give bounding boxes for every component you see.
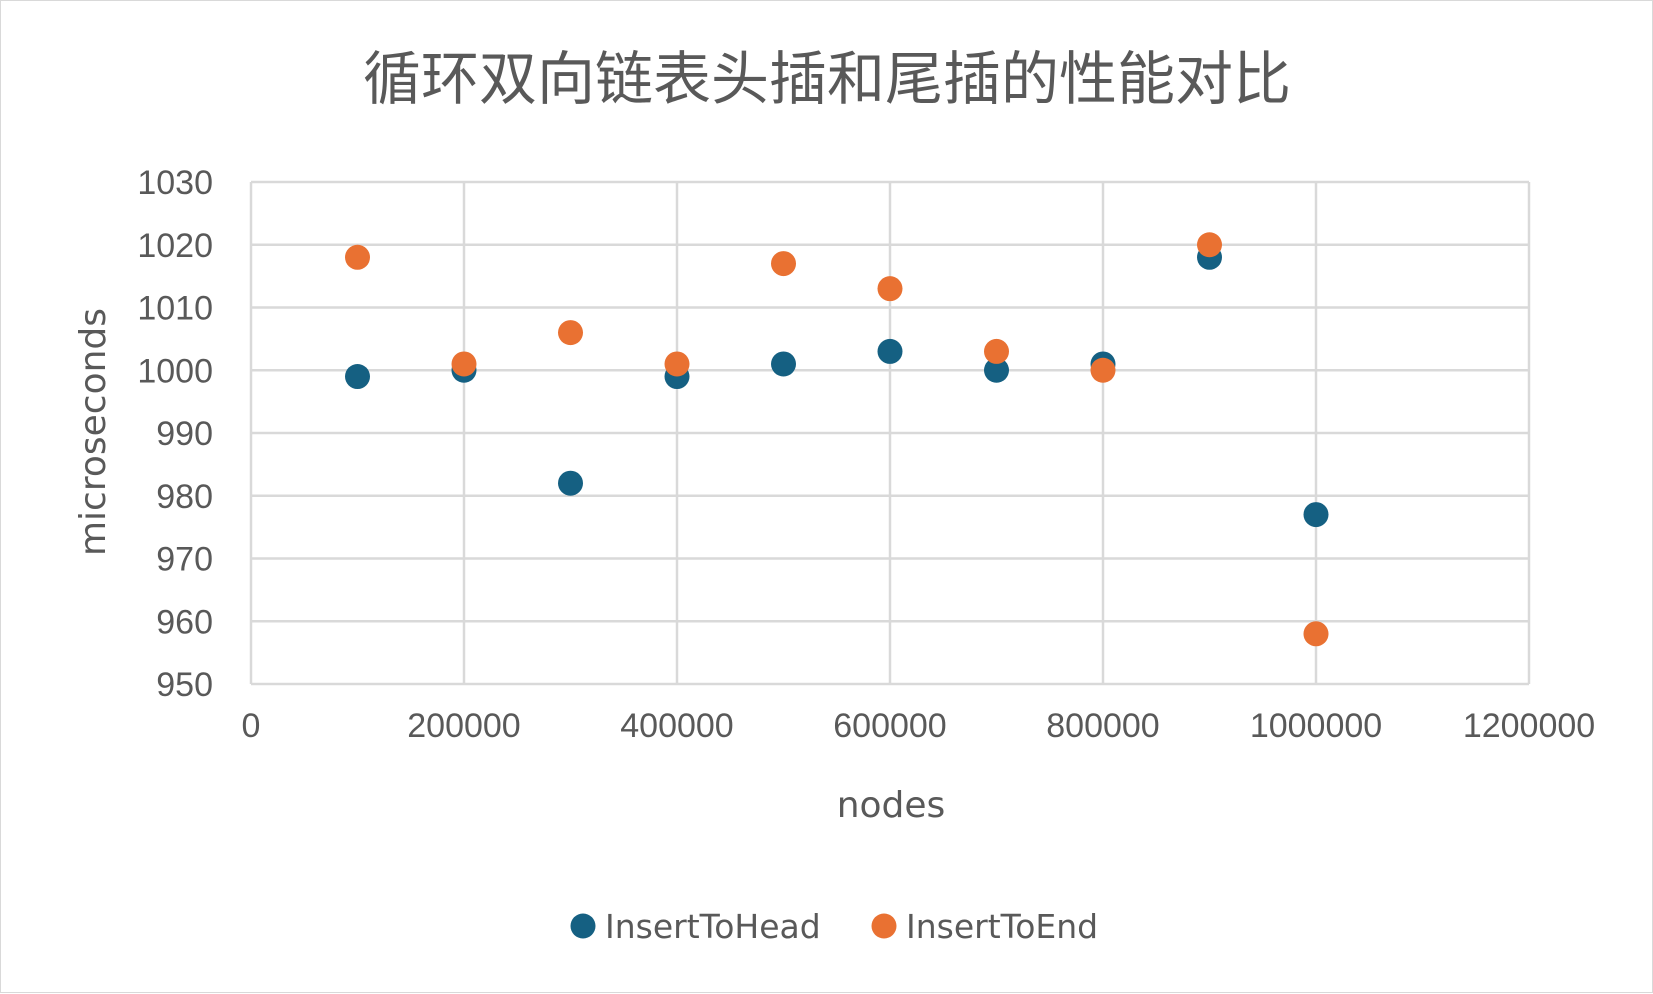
- y-axis-title: microseconds: [73, 308, 114, 556]
- legend-label-InsertToHead: InsertToHead: [605, 907, 821, 946]
- y-tick-label-2: 970: [156, 541, 213, 579]
- point-InsertToEnd-6: [984, 338, 1009, 364]
- grid-lines: [249, 180, 1531, 686]
- y-tick-label-0: 950: [156, 666, 213, 704]
- point-InsertToEnd-8: [1197, 232, 1222, 258]
- point-InsertToEnd-1: [451, 351, 477, 377]
- point-InsertToHead-0: [345, 364, 370, 390]
- x-tick-label-6: 1200000: [1463, 707, 1595, 745]
- point-InsertToEnd-3: [664, 351, 690, 377]
- point-InsertToHead-6: [984, 357, 1009, 383]
- legend-marker-InsertToHead: [570, 913, 596, 939]
- series-InsertToEnd: [345, 232, 1329, 647]
- series-InsertToHead: [345, 244, 1329, 528]
- point-InsertToEnd-7: [1090, 357, 1116, 383]
- x-tick-label-3: 600000: [833, 707, 946, 745]
- x-tick-label-5: 1000000: [1250, 707, 1382, 745]
- x-tick-label-1: 200000: [407, 707, 520, 745]
- chart-title: 循环双向链表头插和尾插的性能对比: [363, 45, 1291, 113]
- y-tick-label-3: 980: [156, 478, 213, 516]
- point-InsertToEnd-9: [1303, 621, 1329, 647]
- y-tick-label-1: 960: [156, 603, 213, 641]
- x-tick-label-0: 0: [242, 707, 261, 745]
- legend-item-InsertToHead: InsertToHead: [570, 907, 821, 946]
- point-InsertToHead-4: [771, 351, 796, 377]
- point-InsertToEnd-0: [345, 244, 370, 270]
- legend: InsertToHead InsertToEnd: [570, 907, 1098, 946]
- legend-label-InsertToEnd: InsertToEnd: [906, 907, 1098, 946]
- legend-marker-InsertToEnd: [871, 913, 897, 939]
- x-tick-label-4: 800000: [1046, 707, 1159, 745]
- point-InsertToHead-5: [877, 338, 903, 364]
- x-tick-label-2: 400000: [620, 707, 733, 745]
- point-InsertToHead-9: [1303, 502, 1329, 528]
- point-InsertToEnd-4: [771, 251, 796, 277]
- legend-item-InsertToEnd: InsertToEnd: [871, 907, 1098, 946]
- y-tick-label-6: 1010: [137, 290, 213, 328]
- y-tick-label-8: 1030: [137, 164, 213, 202]
- x-axis-tick-labels: 0 200000 400000 600000 800000 1000000 1200000: [242, 707, 1596, 745]
- point-InsertToEnd-2: [558, 320, 583, 346]
- point-InsertToEnd-5: [877, 276, 903, 302]
- y-tick-label-5: 1000: [137, 352, 213, 390]
- point-InsertToHead-2: [558, 470, 583, 496]
- data-points: [345, 232, 1329, 647]
- x-axis-title: nodes: [837, 785, 946, 826]
- y-tick-label-4: 990: [156, 415, 213, 453]
- y-axis-tick-labels: 950 960 970 980 990 1000 1010 1020 1030: [137, 164, 213, 704]
- y-tick-label-7: 1020: [137, 227, 213, 265]
